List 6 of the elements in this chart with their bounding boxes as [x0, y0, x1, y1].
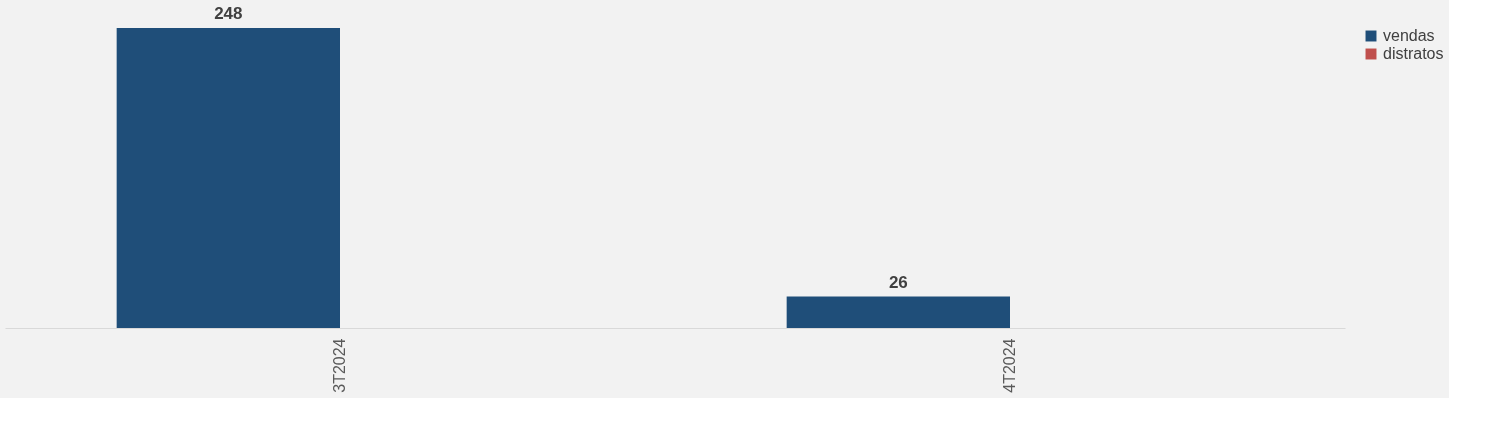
legend-label: distratos [1383, 45, 1444, 62]
x-tick-label: 4T2024 [1001, 338, 1018, 393]
legend-label: vendas [1383, 27, 1435, 44]
x-tick-label: 3T2024 [331, 338, 348, 393]
data-label: 248 [214, 4, 243, 23]
data-label: 26 [888, 272, 908, 292]
